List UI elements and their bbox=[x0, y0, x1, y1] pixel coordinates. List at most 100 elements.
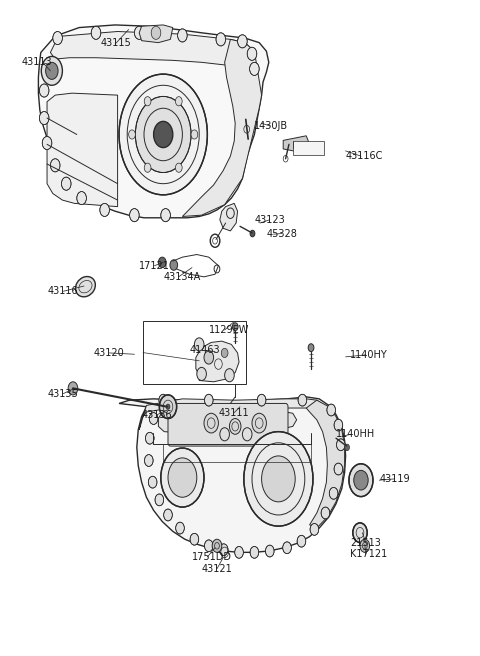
Text: 43119: 43119 bbox=[379, 474, 410, 484]
Circle shape bbox=[39, 112, 49, 125]
Circle shape bbox=[170, 260, 178, 270]
Circle shape bbox=[360, 539, 370, 552]
Circle shape bbox=[134, 26, 144, 39]
Circle shape bbox=[194, 338, 204, 351]
Circle shape bbox=[336, 439, 345, 451]
Circle shape bbox=[250, 230, 255, 237]
Bar bbox=[143, 321, 246, 384]
Circle shape bbox=[334, 463, 343, 475]
Circle shape bbox=[232, 323, 238, 331]
Circle shape bbox=[158, 257, 166, 268]
Circle shape bbox=[353, 523, 367, 543]
Circle shape bbox=[148, 476, 157, 488]
FancyBboxPatch shape bbox=[293, 141, 324, 155]
Circle shape bbox=[212, 539, 222, 552]
Polygon shape bbox=[119, 397, 346, 552]
Circle shape bbox=[262, 456, 295, 502]
Polygon shape bbox=[220, 203, 238, 231]
Polygon shape bbox=[139, 25, 173, 43]
Circle shape bbox=[354, 470, 368, 490]
Circle shape bbox=[238, 35, 247, 48]
Polygon shape bbox=[38, 25, 269, 218]
Circle shape bbox=[297, 535, 306, 547]
Circle shape bbox=[321, 507, 330, 519]
Circle shape bbox=[161, 399, 173, 415]
Circle shape bbox=[349, 464, 373, 497]
Circle shape bbox=[159, 395, 177, 419]
Polygon shape bbox=[47, 93, 118, 207]
Circle shape bbox=[68, 382, 78, 395]
Circle shape bbox=[250, 62, 259, 75]
Circle shape bbox=[225, 369, 234, 382]
Text: 41463: 41463 bbox=[190, 345, 220, 356]
Circle shape bbox=[345, 444, 349, 451]
Circle shape bbox=[257, 394, 266, 406]
Text: 43120: 43120 bbox=[94, 348, 124, 358]
Circle shape bbox=[327, 404, 336, 416]
Text: K17121: K17121 bbox=[350, 549, 388, 560]
Circle shape bbox=[176, 522, 184, 534]
Circle shape bbox=[145, 432, 154, 444]
Polygon shape bbox=[306, 400, 345, 528]
Circle shape bbox=[250, 546, 259, 558]
Circle shape bbox=[144, 96, 151, 106]
Circle shape bbox=[229, 419, 241, 434]
Text: 43136: 43136 bbox=[142, 409, 172, 420]
Polygon shape bbox=[283, 136, 310, 152]
Circle shape bbox=[144, 163, 151, 173]
Circle shape bbox=[77, 192, 86, 205]
Circle shape bbox=[100, 203, 109, 216]
Circle shape bbox=[190, 533, 199, 545]
Circle shape bbox=[204, 540, 213, 552]
Circle shape bbox=[41, 56, 62, 85]
Circle shape bbox=[204, 394, 213, 406]
Circle shape bbox=[129, 130, 135, 139]
Circle shape bbox=[204, 413, 218, 433]
Circle shape bbox=[178, 29, 187, 42]
Polygon shape bbox=[158, 408, 297, 433]
Polygon shape bbox=[182, 39, 262, 216]
Circle shape bbox=[46, 62, 58, 79]
Circle shape bbox=[244, 432, 313, 526]
Circle shape bbox=[135, 96, 191, 173]
Text: 21513: 21513 bbox=[350, 537, 381, 548]
Circle shape bbox=[310, 523, 319, 535]
Text: 43113: 43113 bbox=[22, 57, 52, 68]
Circle shape bbox=[154, 121, 173, 148]
Text: 1430JB: 1430JB bbox=[254, 121, 288, 131]
Circle shape bbox=[247, 47, 257, 60]
Circle shape bbox=[164, 509, 172, 521]
Circle shape bbox=[39, 84, 49, 97]
FancyBboxPatch shape bbox=[168, 403, 288, 446]
Circle shape bbox=[298, 394, 307, 406]
Circle shape bbox=[176, 163, 182, 173]
Text: 17121: 17121 bbox=[139, 260, 170, 271]
Circle shape bbox=[91, 26, 101, 39]
Polygon shape bbox=[196, 341, 239, 382]
Circle shape bbox=[219, 544, 228, 556]
Text: 43116C: 43116C bbox=[346, 151, 383, 161]
Ellipse shape bbox=[75, 277, 96, 297]
Text: 1140HH: 1140HH bbox=[336, 429, 375, 440]
Text: 43121: 43121 bbox=[202, 564, 232, 574]
Circle shape bbox=[149, 413, 158, 424]
Circle shape bbox=[204, 351, 214, 364]
Polygon shape bbox=[139, 399, 340, 440]
Circle shape bbox=[151, 26, 161, 39]
Circle shape bbox=[53, 31, 62, 45]
Circle shape bbox=[161, 209, 170, 222]
Circle shape bbox=[216, 33, 226, 46]
Circle shape bbox=[159, 394, 168, 406]
Circle shape bbox=[265, 545, 274, 557]
Text: 43134A: 43134A bbox=[163, 272, 201, 282]
Polygon shape bbox=[50, 31, 254, 66]
Circle shape bbox=[252, 413, 266, 433]
Circle shape bbox=[283, 542, 291, 554]
Circle shape bbox=[308, 344, 314, 352]
Circle shape bbox=[334, 419, 343, 431]
Text: 43135: 43135 bbox=[48, 388, 79, 399]
Circle shape bbox=[42, 136, 52, 150]
Circle shape bbox=[50, 159, 60, 172]
Circle shape bbox=[161, 448, 204, 507]
Circle shape bbox=[329, 487, 338, 499]
